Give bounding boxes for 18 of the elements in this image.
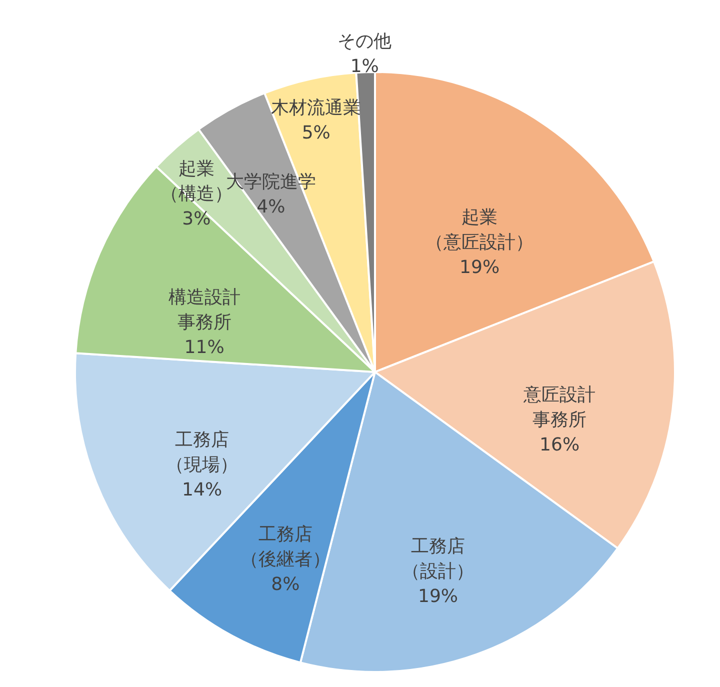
data-label: 19%	[418, 586, 458, 608]
slice-label: 構造設計事務所	[168, 287, 240, 334]
slice-label: 工務店（設計）	[402, 536, 474, 582]
slice-label: 意匠設計事務所	[522, 384, 596, 430]
slice-label: 工務店（後継者）	[240, 524, 330, 570]
slice-label: 起業（意匠設計）	[426, 207, 534, 254]
data-label: 14%	[182, 479, 222, 500]
data-label: 1%	[350, 56, 379, 78]
slice-label: その他	[338, 31, 392, 52]
data-label: 16%	[540, 434, 580, 456]
data-label: 19%	[460, 257, 500, 278]
data-label: 5%	[302, 122, 330, 144]
data-label: 4%	[256, 196, 286, 218]
data-label: 11%	[184, 337, 224, 358]
data-label: 3%	[182, 208, 211, 230]
slice-label: 工務店（現場）	[166, 429, 238, 476]
slice-label: 木材流通業	[271, 98, 362, 118]
data-label: 8%	[271, 574, 300, 595]
